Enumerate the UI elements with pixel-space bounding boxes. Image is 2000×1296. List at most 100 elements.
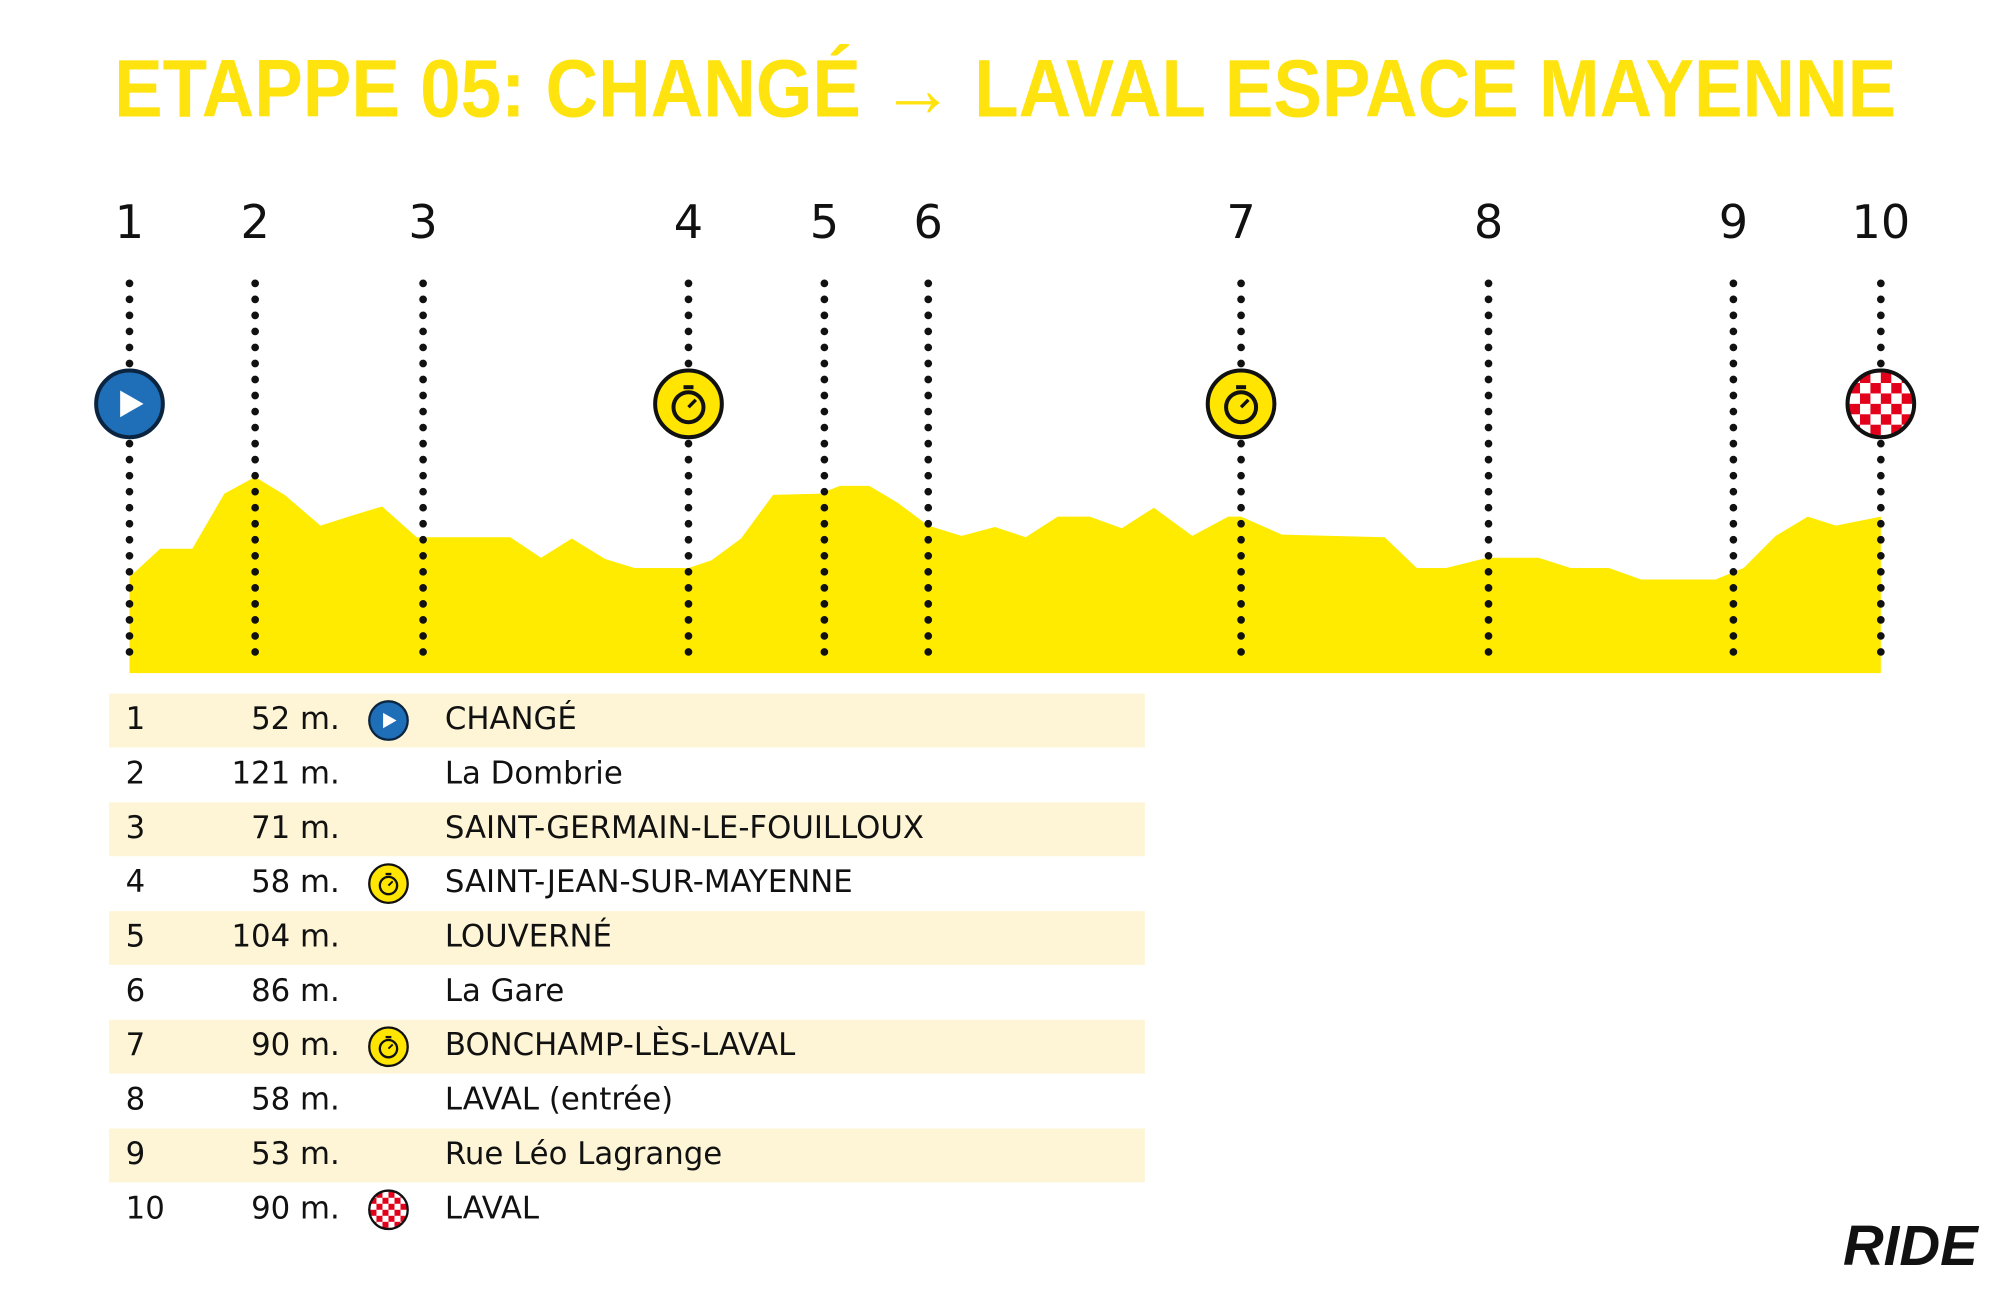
icon-watch xyxy=(1224,390,1259,425)
icon-check xyxy=(370,1227,377,1230)
icon-check xyxy=(1891,372,1902,384)
icon-check xyxy=(1860,424,1871,436)
table-number: 1 xyxy=(126,701,146,737)
icon-sprint xyxy=(653,368,724,440)
table-name: Rue Léo Lagrange xyxy=(445,1136,722,1172)
icon-check xyxy=(1880,424,1892,436)
table-elevation: 52 m. xyxy=(251,701,340,737)
table-elevation: 58 m. xyxy=(251,864,340,900)
icon-start xyxy=(94,368,165,440)
icon-play xyxy=(120,390,144,418)
table-row-bg xyxy=(108,802,1145,857)
icon-check xyxy=(382,1215,389,1222)
waypoint-number: 4 xyxy=(674,195,703,249)
icon-check xyxy=(1870,372,1881,384)
table-name: LOUVERNÉ xyxy=(445,918,612,954)
icon-check xyxy=(388,1197,395,1204)
icon-check xyxy=(376,1197,383,1204)
table-elevation: 53 m. xyxy=(251,1136,340,1172)
table-row-bg xyxy=(108,1128,1145,1183)
icon-check xyxy=(1847,370,1850,373)
icon-watch xyxy=(671,390,706,425)
waypoint-number: 1 xyxy=(115,195,144,249)
icon-check xyxy=(1891,414,1902,425)
table-elevation: 71 m. xyxy=(251,810,340,846)
icon-check xyxy=(382,1203,389,1210)
icon-finish xyxy=(368,1189,409,1231)
table-name: BONCHAMP-LÈS-LAVAL xyxy=(445,1027,795,1063)
icon-watch-hand xyxy=(387,880,394,887)
icon-check xyxy=(382,1191,389,1198)
icon-circle xyxy=(368,863,409,905)
icon-checks xyxy=(1847,370,1915,438)
icon-check xyxy=(1901,383,1913,394)
table-row-bg xyxy=(108,911,1145,965)
table-number: 6 xyxy=(126,973,146,1009)
icon-check xyxy=(369,1190,371,1192)
waypoint-number: 10 xyxy=(1851,195,1910,249)
icon-watch-hand xyxy=(1239,398,1250,409)
table-elevation: 90 m. xyxy=(251,1027,340,1063)
icon-check xyxy=(370,1203,377,1210)
icon-play xyxy=(383,712,397,729)
icon-check xyxy=(394,1203,401,1210)
waypoint-number: 3 xyxy=(408,195,437,249)
icon-check xyxy=(1849,435,1861,438)
icon-check xyxy=(400,1209,407,1216)
elevation-profile xyxy=(129,476,1881,674)
icon-check xyxy=(1870,414,1881,425)
table-elevation: 104 m. xyxy=(231,918,339,954)
table-row-bg xyxy=(108,693,1145,748)
table-name: LAVAL xyxy=(445,1190,539,1226)
icon-check xyxy=(388,1209,395,1216)
icon-finish xyxy=(1845,368,1917,440)
icon-check xyxy=(370,1215,377,1222)
icon-check xyxy=(1880,403,1892,415)
table-elevation: 90 m. xyxy=(251,1190,340,1226)
icon-check xyxy=(406,1227,408,1230)
waypoint-number: 2 xyxy=(240,195,269,249)
table-number: 8 xyxy=(126,1082,146,1118)
table-name: SAINT-GERMAIN-LE-FOUILLOUX xyxy=(445,810,924,846)
icon-circle xyxy=(368,1026,409,1068)
table-name: SAINT-JEAN-SUR-MAYENNE xyxy=(445,864,853,900)
logo: RIDE xyxy=(1843,1214,1980,1277)
table-elevation: 86 m. xyxy=(251,973,340,1009)
title: ETAPPE 05: CHANGÉ → LAVAL ESPACE MAYENNE xyxy=(114,44,1896,135)
table-number: 9 xyxy=(126,1136,146,1172)
icon-check xyxy=(376,1221,383,1228)
icon-check xyxy=(1880,383,1892,394)
table-name: La Gare xyxy=(445,973,564,1009)
icon-circle xyxy=(653,368,724,440)
icon-check xyxy=(1901,370,1913,373)
icon-check xyxy=(1849,414,1861,425)
icon-ring xyxy=(1845,368,1917,440)
table-name: La Dombrie xyxy=(445,755,623,791)
waypoint-number: 6 xyxy=(914,195,943,249)
icon-check xyxy=(406,1191,408,1198)
icon-check xyxy=(1849,393,1861,404)
icon-ring xyxy=(368,1189,409,1231)
table-row-bg xyxy=(108,1019,1145,1074)
table-name: CHANGÉ xyxy=(445,701,577,737)
table-number: 10 xyxy=(126,1190,165,1226)
icon-check xyxy=(400,1197,407,1204)
icon-check xyxy=(1860,403,1871,415)
icon-check xyxy=(388,1221,395,1228)
table-number: 4 xyxy=(126,864,146,900)
waypoint-number: 8 xyxy=(1474,195,1503,249)
icon-watch-hand xyxy=(687,398,697,409)
table-name: LAVAL (entrée) xyxy=(445,1082,673,1118)
icon-sprint xyxy=(1205,368,1277,440)
icon-sprint xyxy=(368,863,409,905)
icon-check xyxy=(1870,393,1881,404)
icon-watch-hand xyxy=(387,1043,394,1050)
icon-check xyxy=(394,1215,401,1222)
icon-check xyxy=(376,1209,383,1216)
table-number: 3 xyxy=(126,810,146,846)
icon-check xyxy=(400,1190,407,1192)
icon-watch xyxy=(378,1038,399,1059)
waypoint-number: 5 xyxy=(810,195,839,249)
icon-check xyxy=(369,1221,371,1228)
